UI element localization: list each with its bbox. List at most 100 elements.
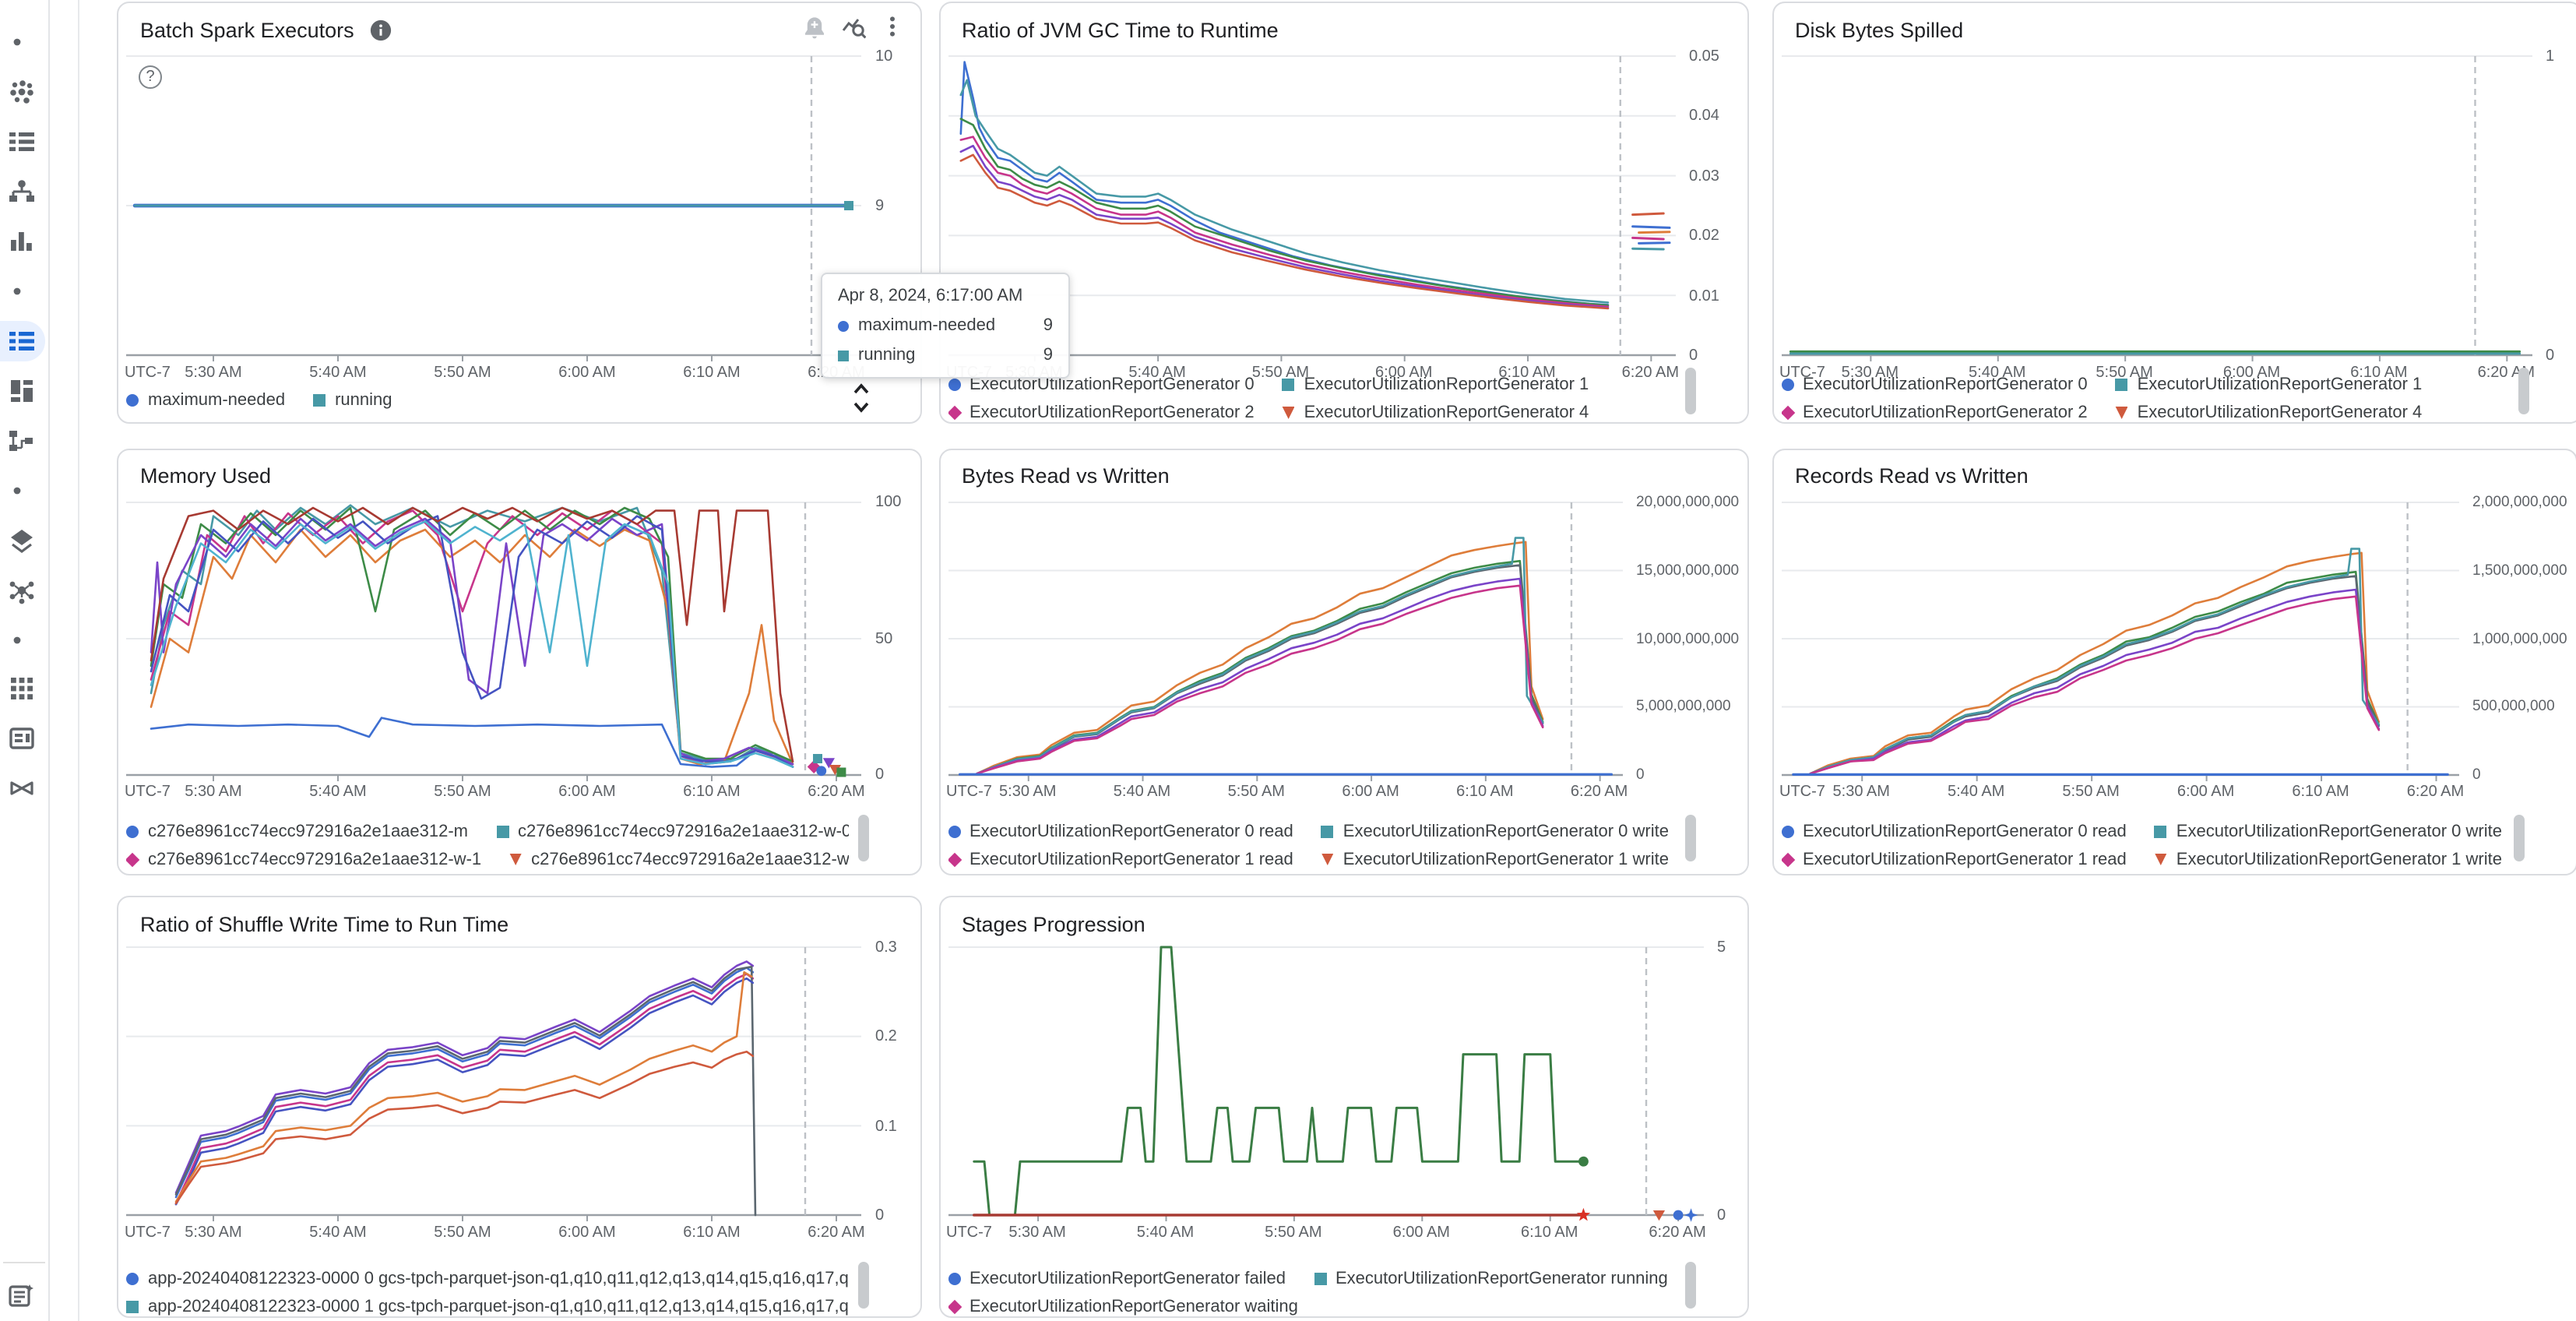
chart-plot [948,55,1675,361]
legend-item[interactable]: ExecutorUtilizationReportGenerator 0 wri… [2154,822,2502,840]
legend-item[interactable]: ExecutorUtilizationReportGenerator runni… [1314,1270,1668,1288]
legend-scrollbar[interactable] [1684,368,1695,414]
legend-scrollbar[interactable] [858,814,869,861]
x-tick-label: 6:10 AM [1520,1224,1578,1242]
x-tick-label: 5:30 AM [185,365,242,382]
y-tick-label: 0.3 [875,939,897,956]
y-tick-label: 0.2 [875,1028,897,1046]
legend-item[interactable]: c276e8961cc74ecc972916a2e1aae312-m [126,822,468,840]
sidebar-item-report[interactable] [8,724,36,752]
x-tick-label: 6:00 AM [558,365,616,382]
x-tick-label: 6:20 AM [808,1224,865,1242]
series-line [972,946,1584,1217]
info-icon[interactable] [370,18,393,41]
explore-metric-icon[interactable] [841,13,867,46]
x-tick-label: 5:30 AM [999,784,1057,801]
series-line [174,967,755,1199]
legend-scrollbar[interactable] [2513,814,2524,861]
legend-row: ExecutorUtilizationReportGenerator 0 Exec… [1781,374,2508,396]
legend-item[interactable]: ExecutorUtilizationReportGenerator 0 rea… [948,822,1293,840]
sidebar-item-apps-grid[interactable] [8,675,36,703]
legend-item[interactable]: maximum-needed [126,391,285,410]
legend-item[interactable]: ExecutorUtilizationReportGenerator 0 [1781,375,2088,394]
series-line [150,527,794,765]
circle-marker-icon [838,320,849,331]
y-tick-label: 15,000,000,000 [1636,562,1740,579]
triangle-marker-icon [509,853,523,865]
sidebar-item-create-doc[interactable] [8,1282,36,1310]
sidebar-item-bar-chart[interactable] [8,227,36,255]
sidebar-item-tree[interactable] [8,177,36,205]
legend-item[interactable]: ExecutorUtilizationReportGenerator 1 wri… [2154,850,2502,868]
legend-item[interactable]: running [313,391,392,410]
sidebar-item-mosaic[interactable] [8,376,36,404]
legend-scrollbar[interactable] [858,1262,869,1309]
series-line [1808,547,2380,774]
series-line [959,144,1609,309]
sidebar-item-list-selected[interactable] [8,326,36,354]
x-tick-label: 5:40 AM [309,1224,367,1242]
legend-item[interactable]: ExecutorUtilizationReportGenerator 1 [2115,375,2422,394]
x-tick-label: 6:00 AM [1375,365,1433,382]
legend-scrollbar[interactable] [1684,814,1695,861]
legend-item[interactable]: c276e8961cc74ecc972916a2e1aae312-w-2 [509,850,849,868]
chart-title: Stages Progression [962,912,1145,935]
legend-item[interactable]: c276e8961cc74ecc972916a2e1aae312-w-0 [496,822,849,840]
x-tick-label: 6:00 AM [2177,784,2235,801]
legend-item[interactable]: ExecutorUtilizationReportGenerator 1 rea… [948,850,1293,868]
series-line [1808,587,2380,774]
legend-item[interactable]: ExecutorUtilizationReportGenerator 1 wri… [1321,850,1669,868]
legend-item[interactable]: ExecutorUtilizationReportGenerator waiti… [948,1298,1298,1316]
x-tick-label: 6:10 AM [683,784,741,801]
y-tick-label: 1 [2546,48,2555,65]
tooltip-row: running 9 [838,346,1053,365]
legend-item[interactable]: app-20240408122323-0000 1 gcs-tpch-parqu… [126,1298,849,1316]
legend-row: ExecutorUtilizationReportGenerator 0 rea… [948,820,1675,842]
triangle-marker-icon [1282,407,1295,419]
tooltip-series-value: 9 [1043,346,1053,365]
mediation-icon [10,781,33,795]
help-icon[interactable]: ? [139,65,162,89]
tooltip-unfold-icon[interactable] [850,380,872,417]
chart-card-batch-spark-executors: Batch Spark Executors1098UTC-75:30 AM5:4… [117,2,922,424]
legend-item[interactable]: ExecutorUtilizationReportGenerator 0 wri… [1321,822,1669,840]
more-vert-icon[interactable] [880,13,905,46]
legend-item[interactable]: ExecutorUtilizationReportGenerator 4 [2115,403,2422,422]
series-line [1808,594,2380,774]
legend-item[interactable]: app-20240408122323-0000 0 gcs-tpch-parqu… [126,1270,849,1288]
legend-item[interactable]: ExecutorUtilizationReportGenerator 2 [948,403,1255,422]
add-alert-icon[interactable] [802,13,827,46]
chart-card-jvm-gc-ratio: Ratio of JVM GC Time to Runtime 0.05 0.04 0… [938,2,1748,424]
y-tick-label: 0 [1717,1207,1726,1224]
series-line [1631,225,1670,229]
chart-card-bytes-read-vs-written: Bytes Read vs Written 20,000,000,000 15,00… [938,448,1748,875]
legend-item[interactable]: ExecutorUtilizationReportGenerator 0 [948,375,1255,394]
y-tick-label: 1,500,000,000 [2472,562,2567,579]
series-line [1808,551,2380,774]
legend-scrollbar[interactable] [1684,1262,1695,1309]
legend-item[interactable]: ExecutorUtilizationReportGenerator faile… [948,1270,1286,1288]
sidebar-item-layers[interactable] [8,526,36,554]
sidebar-item-list[interactable] [8,127,36,155]
sidebar-item-pipeline[interactable] [8,426,36,454]
legend-item[interactable]: ExecutorUtilizationReportGenerator 0 rea… [1781,822,2127,840]
legend-scrollbar[interactable] [2518,368,2528,414]
x-tick-label: 5:40 AM [1128,365,1186,382]
legend-item[interactable]: ExecutorUtilizationReportGenerator 2 [1781,403,2088,422]
sidebar-item-hub[interactable] [8,576,36,604]
y-tick-label: 0.1 [875,1118,897,1136]
x-tick-label: 5:40 AM [1136,1224,1195,1242]
legend-item[interactable]: ExecutorUtilizationReportGenerator 4 [1282,403,1589,422]
series-line [1637,241,1670,245]
legend-item[interactable]: c276e8961cc74ecc972916a2e1aae312-w-1 [126,850,481,868]
y-tick-label: 2,000,000,000 [2472,494,2567,511]
y-tick-label: 100 [875,494,902,511]
legend-label: ExecutorUtilizationReportGenerator 1 wri… [1343,850,1669,868]
legend-item[interactable]: ExecutorUtilizationReportGenerator 1 [1282,375,1589,394]
legend-label: ExecutorUtilizationReportGenerator 1 [1304,375,1589,394]
series-line [150,506,794,762]
sidebar-item-cluster[interactable] [8,77,36,105]
sidebar-item-mediation[interactable] [8,774,36,802]
circle-marker-icon [1781,825,1793,837]
legend-item[interactable]: ExecutorUtilizationReportGenerator 1 rea… [1781,850,2127,868]
